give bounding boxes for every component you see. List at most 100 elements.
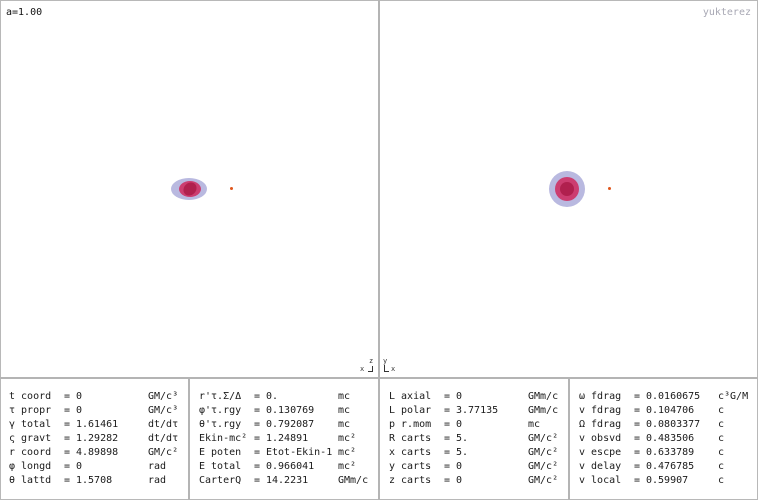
readout-label: y carts [389, 461, 432, 472]
readout-unit: mc [338, 391, 351, 402]
readout-equals: = [254, 391, 261, 402]
readout-label: p r.mom [389, 419, 432, 430]
readout-label: t coord [9, 391, 52, 402]
readout-row: z carts = 0 GM/c² [380, 474, 568, 488]
test-particle-side [230, 187, 233, 190]
readout-row: R carts = 5. GM/c² [380, 432, 568, 446]
readout-row: CarterQ = 14.2231 GMm/c [190, 474, 378, 488]
spin-parameter-label: a=1.00 [6, 7, 43, 18]
readout-value: 0 [76, 391, 83, 402]
readout-value: 1.24891 [266, 433, 309, 444]
readout-equals: = [634, 433, 641, 444]
readout-value: Etot-Ekin-1 [266, 447, 333, 458]
readout-value: 0.483506 [646, 433, 695, 444]
readout-row: t coord = 0 GM/c³ [0, 390, 188, 404]
readout-equals: = [444, 433, 451, 444]
readout-equals: = [634, 461, 641, 472]
readout-value: 0.130769 [266, 405, 315, 416]
readout-value: 14.2231 [266, 475, 309, 486]
readout-row: p r.mom = 0 mc [380, 418, 568, 432]
axis-label-y: y [383, 357, 388, 365]
readout-label: r coord [9, 447, 52, 458]
test-particle-top [608, 187, 611, 190]
readout-unit: rad [148, 475, 167, 486]
readout-unit: c [718, 461, 725, 472]
readout-equals: = [64, 475, 71, 486]
readout-value: 0 [76, 405, 83, 416]
readout-value: 0.633789 [646, 447, 695, 458]
readout-label: CarterQ [199, 475, 242, 486]
readout-unit: c [718, 447, 725, 458]
readout-value: 0.0803377 [646, 419, 701, 430]
readout-row: v fdrag = 0.104706 c [570, 404, 758, 418]
axis-indicator-xy: y x [383, 358, 399, 374]
readout-label: L polar [389, 405, 432, 416]
readout-equals: = [444, 461, 451, 472]
readout-equals: = [444, 405, 451, 416]
view-top-xy[interactable]: yukterez y x [380, 1, 757, 378]
readout-value: 3.77135 [456, 405, 499, 416]
readout-unit: GM/c² [148, 447, 179, 458]
readout-value: 0 [456, 461, 463, 472]
readout-equals: = [64, 461, 71, 472]
readout-unit: mc² [338, 433, 357, 444]
readout-unit: dt/dτ [148, 419, 179, 430]
view-side-xz[interactable]: a=1.00 z x [1, 1, 378, 378]
readout-equals: = [254, 475, 261, 486]
readout-unit: mc² [338, 461, 357, 472]
readout-value: 4.89898 [76, 447, 119, 458]
readout-label: ς gravt [9, 433, 52, 444]
readout-unit: GM/c² [528, 475, 559, 486]
readout-equals: = [254, 461, 261, 472]
readout-value: 0.966041 [266, 461, 315, 472]
readout-value: 0 [456, 475, 463, 486]
readout-panels: t coord = 0 GM/c³ τ propr = 0 GM/c³ γ total = 1.61… [0, 379, 758, 500]
readout-row: v local = 0.59907 c [570, 474, 758, 488]
readout-panel-time-coords: t coord = 0 GM/c³ τ propr = 0 GM/c³ γ total = 1.61… [0, 379, 188, 500]
readout-label: v delay [579, 461, 622, 472]
readout-label: Ekin-mc² [199, 433, 248, 444]
readout-label: v escpe [579, 447, 622, 458]
readout-label: R carts [389, 433, 432, 444]
readout-equals: = [634, 405, 641, 416]
readout-equals: = [444, 447, 451, 458]
readout-row: θ lattd = 1.5708 rad [0, 474, 188, 488]
readout-label: z carts [389, 475, 432, 486]
readout-equals: = [64, 419, 71, 430]
readout-value: 0.792087 [266, 419, 315, 430]
axis-corner-glyph [384, 365, 389, 372]
readout-unit: GMm/c [338, 475, 369, 486]
readout-unit: rad [148, 461, 167, 472]
readout-unit: GM/c³ [148, 391, 179, 402]
readout-row: r coord = 4.89898 GM/c² [0, 446, 188, 460]
axis-indicator-xz: z x [359, 358, 375, 374]
readout-label: τ propr [9, 405, 52, 416]
readout-value: 0.104706 [646, 405, 695, 416]
readout-label: E total [199, 461, 242, 472]
readout-value: 0.0160675 [646, 391, 701, 402]
readout-label: v local [579, 475, 622, 486]
readout-label: x carts [389, 447, 432, 458]
readout-value: 0 [76, 461, 83, 472]
readout-equals: = [634, 475, 641, 486]
readout-value: 0. [266, 391, 279, 402]
readout-equals: = [254, 405, 261, 416]
readout-equals: = [634, 447, 641, 458]
readout-row: τ propr = 0 GM/c³ [0, 404, 188, 418]
readout-label: L axial [389, 391, 432, 402]
readout-label: γ total [9, 419, 52, 430]
readout-row: Ekin-mc² = 1.24891 mc² [190, 432, 378, 446]
readout-unit: c [718, 433, 725, 444]
view-divider-vertical [378, 0, 380, 378]
readout-equals: = [254, 433, 261, 444]
readout-value: 0.476785 [646, 461, 695, 472]
readout-unit: GM/c² [528, 433, 559, 444]
readout-row: γ total = 1.61461 dt/dτ [0, 418, 188, 432]
readout-equals: = [634, 419, 641, 430]
readout-panel-velocities: ω fdrag = 0.0160675 c³G/M v fdrag = 0.104706 c Ω… [568, 379, 758, 500]
readout-unit: mc [338, 405, 351, 416]
readout-unit: mc² [338, 447, 357, 458]
readout-row: Ω fdrag = 0.0803377 c [570, 418, 758, 432]
readout-row: L polar = 3.77135 GMm/c [380, 404, 568, 418]
readout-row: φ longd = 0 rad [0, 460, 188, 474]
